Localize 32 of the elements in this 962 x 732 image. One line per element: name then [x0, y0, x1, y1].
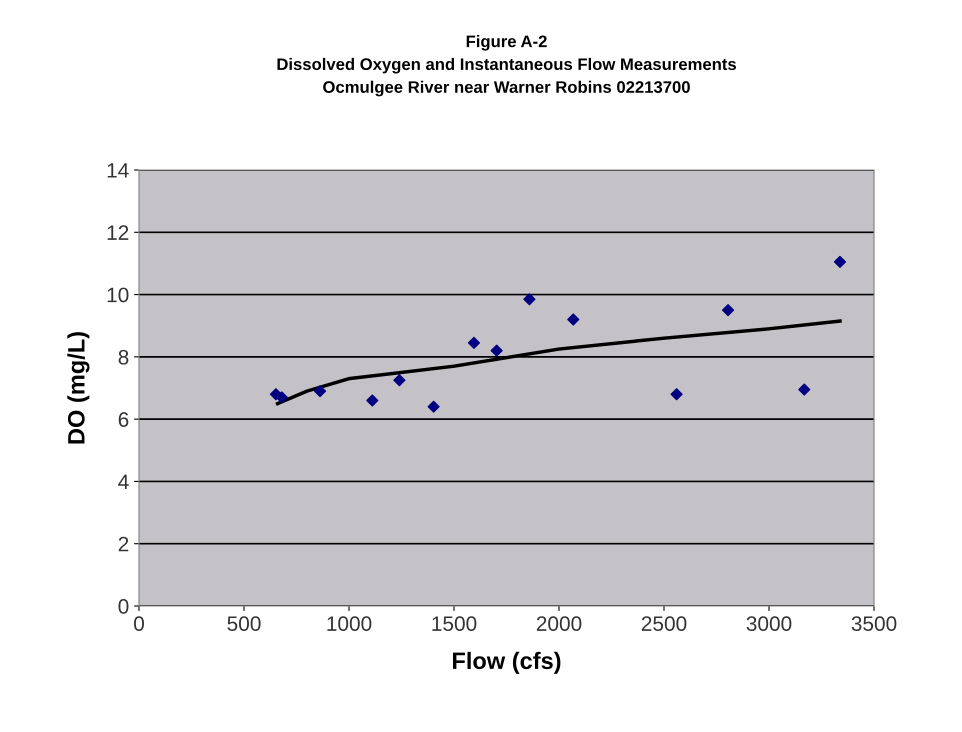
x-tick-label: 500	[227, 616, 261, 632]
point	[366, 394, 378, 407]
point	[490, 344, 503, 357]
chart-title: Figure A-2 Dissolved Oxygen and Instantaneous Flow Measurements Ocmulgee River near Warner Robins 02213700	[277, 35, 736, 96]
x-tick-label: 3000	[746, 616, 792, 632]
y-tick-label: 6	[118, 412, 128, 427]
point	[523, 293, 536, 306]
x-tick-label: 1000	[327, 616, 372, 632]
point	[314, 385, 326, 398]
point	[567, 313, 580, 326]
point	[468, 336, 480, 349]
point	[670, 388, 683, 400]
y-tick-label: 8	[118, 350, 128, 365]
y-tick-label: 12	[108, 225, 128, 240]
point	[276, 391, 288, 404]
point	[722, 304, 734, 316]
y-tick-label: 2	[118, 536, 128, 552]
y-tick-label: 10	[108, 288, 128, 302]
point	[798, 383, 810, 396]
y-tick-label: 0	[118, 599, 128, 614]
x-tick-label: 0	[134, 616, 144, 632]
point	[393, 374, 406, 386]
x-tick-label: 3500	[852, 616, 896, 632]
point	[834, 256, 846, 268]
y-tick-label: 4	[118, 474, 129, 489]
x-tick-label: 2500	[642, 616, 686, 632]
x-tick-label: 2000	[536, 616, 582, 632]
y-axis-title: DO (mg/L)	[67, 332, 90, 444]
y-tick-label: 14	[108, 163, 129, 178]
x-axis-title: Flow (cfs)	[452, 652, 560, 674]
point	[428, 400, 440, 413]
x-tick-label: 1500	[432, 616, 476, 632]
